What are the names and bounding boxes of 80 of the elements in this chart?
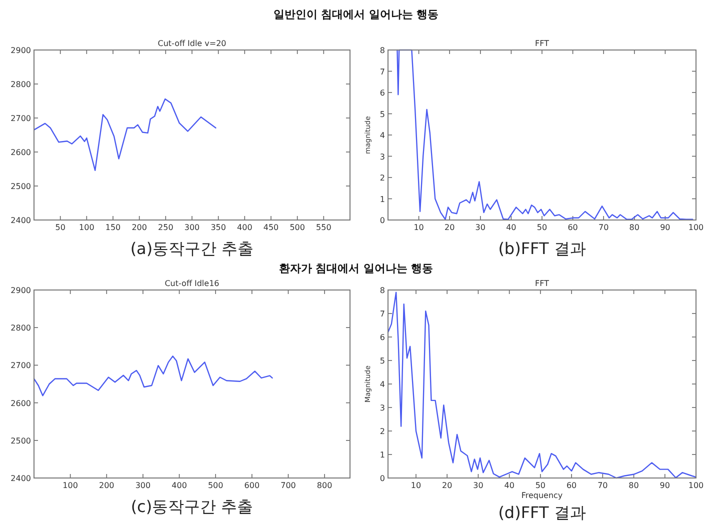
y-tick-label: 2 — [380, 174, 385, 182]
x-tick-label: 400 — [172, 481, 187, 490]
x-tick-label: 70 — [598, 223, 609, 232]
x-tick-label: 30 — [473, 481, 484, 490]
y-tick-label: 0 — [380, 474, 385, 483]
x-tick-label: 90 — [660, 223, 670, 232]
x-tick-label: 600 — [244, 481, 260, 490]
y-tick-label: 4 — [380, 380, 385, 389]
x-tick-label: 50 — [55, 223, 66, 232]
x-tick-label: 10 — [410, 481, 422, 490]
x-tick-label: 40 — [504, 481, 514, 490]
text: 일반인이 침대에서 일어나는 행동 — [273, 8, 439, 21]
y-tick-label: 8 — [380, 286, 385, 295]
y-tick-label: 3 — [380, 152, 385, 162]
y-tick-label: 8 — [380, 46, 385, 55]
x-axis-title: Frequency — [521, 491, 563, 500]
x-tick-label: 100 — [688, 223, 704, 232]
x-tick-label: 80 — [629, 223, 640, 232]
y-tick-label: 2800 — [10, 324, 31, 333]
y-tick-label: 4 — [380, 131, 385, 140]
y-tick-label: 3 — [380, 404, 385, 412]
y-tick-label: 2700 — [10, 114, 31, 123]
x-tick-label: 300 — [184, 223, 200, 232]
x-tick-label: 250 — [158, 223, 174, 232]
x-tick-label: 60 — [568, 223, 578, 232]
text: (b)FFT 결과 — [498, 239, 586, 258]
y-tick-label: 2400 — [10, 216, 31, 225]
y-tick-label: 7 — [380, 67, 385, 76]
x-tick-label: 100 — [688, 481, 704, 490]
x-tick-label: 500 — [290, 223, 305, 232]
y-tick-label: 2600 — [10, 148, 31, 157]
y-tick-label: 2800 — [10, 80, 31, 89]
x-tick-label: 700 — [280, 481, 296, 490]
x-tick-label: 70 — [598, 481, 608, 490]
y-tick-label: 1 — [380, 194, 385, 204]
text: 환자가 침대에서 일어나는 행동 — [278, 262, 434, 275]
y-tick-label: 2400 — [10, 474, 31, 483]
x-tick-label: 100 — [62, 481, 78, 490]
y-tick-label: 2500 — [10, 436, 31, 446]
x-tick-label: 500 — [208, 481, 224, 490]
y-tick-label: 5 — [380, 356, 385, 366]
y-tick-label: 2700 — [10, 361, 31, 370]
y-tick-label: 1 — [380, 450, 385, 460]
y-tick-label: 2900 — [10, 46, 31, 55]
y-tick-label: 2500 — [10, 182, 31, 191]
chart-title: FFT — [535, 39, 550, 48]
chart-title: Cut-off Idle v=20 — [158, 39, 226, 48]
y-tick-label: 2 — [380, 427, 385, 436]
text: (c)동작구간 추출 — [130, 497, 254, 516]
y-tick-label: 7 — [380, 310, 385, 318]
y-tick-label: 2900 — [10, 286, 31, 295]
chart-title: FFT — [535, 279, 550, 288]
x-tick-label: 200 — [132, 223, 147, 232]
x-tick-label: 350 — [210, 223, 226, 232]
y-tick-label: 0 — [380, 216, 385, 225]
x-tick-label: 50 — [535, 481, 546, 490]
x-tick-label: 450 — [263, 223, 279, 232]
y-tick-label: 6 — [380, 88, 385, 98]
x-tick-label: 550 — [316, 223, 332, 232]
x-tick-label: 100 — [79, 223, 94, 232]
text: (a)동작구간 추출 — [130, 239, 254, 258]
x-tick-label: 800 — [316, 481, 332, 490]
x-tick-label: 40 — [506, 223, 516, 232]
x-tick-label: 50 — [536, 223, 548, 232]
x-tick-label: 300 — [135, 481, 151, 490]
x-tick-label: 30 — [475, 223, 486, 232]
y-tick-label: 5 — [380, 110, 385, 119]
x-tick-label: 20 — [442, 481, 452, 490]
x-tick-label: 200 — [99, 481, 114, 490]
y-tick-label: 6 — [380, 333, 385, 342]
x-tick-label: 10 — [414, 223, 424, 232]
x-tick-label: 150 — [105, 223, 121, 232]
x-tick-label: 400 — [237, 223, 252, 232]
x-tick-label: 20 — [444, 223, 455, 232]
x-tick-label: 90 — [660, 481, 670, 490]
y-tick-label: 2600 — [10, 398, 31, 408]
x-tick-label: 60 — [566, 481, 577, 490]
chart-title: Cut-off Idle16 — [164, 279, 220, 288]
text: (d)FFT 결과 — [498, 503, 586, 522]
x-tick-label: 80 — [628, 481, 639, 490]
